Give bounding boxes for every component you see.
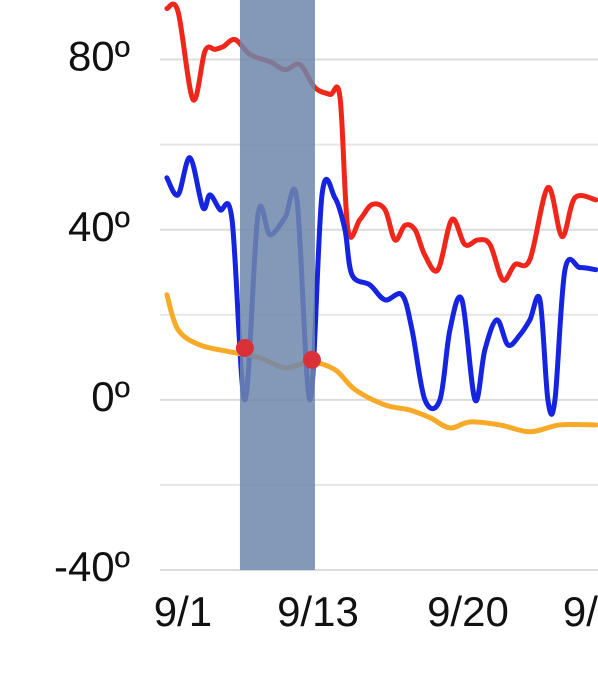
- y-tick-label: 40º: [68, 203, 130, 250]
- marker: [235, 338, 254, 357]
- series-line: [164, 155, 598, 417]
- y-tick-label: 80º: [68, 33, 130, 80]
- series-line: [164, 1, 598, 283]
- y-tick-label: -40º: [54, 543, 130, 590]
- x-tick-label: 9/20: [427, 588, 509, 635]
- marker: [302, 350, 321, 369]
- series-line: [164, 292, 598, 435]
- x-tick-label: 9/1: [154, 588, 212, 635]
- y-tick-label: 0º: [91, 373, 130, 420]
- highlight-band: [239, 0, 315, 570]
- x-tick-label: 9/: [563, 588, 598, 635]
- x-tick-label: 9/13: [277, 588, 359, 635]
